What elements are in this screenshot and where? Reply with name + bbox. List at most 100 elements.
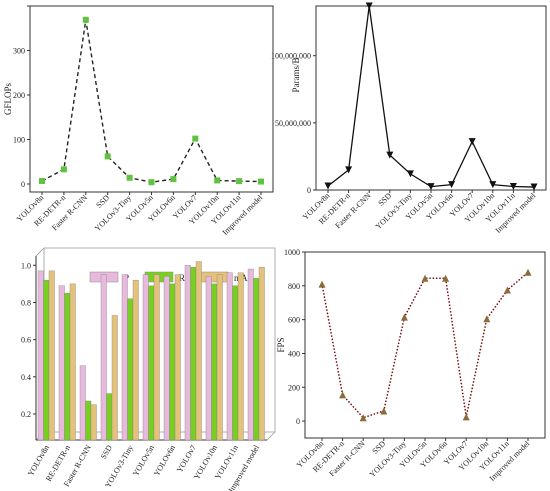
fps-point [359, 414, 367, 422]
fps-point [380, 407, 388, 415]
bars-xtick-label: SSD [99, 443, 114, 460]
params-point [406, 170, 414, 178]
gflops-plot-frame [29, 5, 274, 193]
bars-xtick-label: YOLOv6n [152, 444, 177, 478]
params-series-line [327, 5, 535, 188]
fps-ytick-label: 0 [296, 417, 300, 426]
bar-p [121, 274, 128, 441]
bar-r [127, 298, 134, 441]
bar-map [69, 283, 76, 441]
params-plot-frame [315, 5, 547, 191]
bar-r [43, 279, 50, 441]
bar-r [148, 285, 155, 441]
bar-map [195, 261, 202, 441]
gflops-ytick-label: 100 [13, 135, 25, 144]
gflops-point [236, 178, 243, 185]
bar-r [85, 400, 92, 441]
params-point [489, 181, 497, 189]
params-point [509, 183, 517, 191]
gflops-point [258, 178, 264, 185]
bar-r [64, 292, 71, 441]
params-point [448, 181, 456, 189]
bar-p [205, 276, 212, 441]
gflops-point [60, 166, 67, 173]
bars-ytick-label: 0.6 [21, 336, 31, 345]
fps-point [524, 268, 532, 276]
gflops-point [104, 153, 111, 160]
fps-ytick-label: 600 [288, 316, 300, 325]
params-point [345, 166, 353, 174]
bars-ytick-label: 0.8 [21, 298, 31, 307]
bars-ytick-label: 1.0 [21, 261, 31, 270]
bar-map [216, 274, 223, 441]
params-point [365, 2, 373, 10]
bar-map [48, 270, 55, 441]
bar-r [211, 283, 218, 441]
fps-ytick-label: 1000 [284, 248, 300, 257]
gflops-ytick-label: 0 [21, 180, 25, 189]
params-ytick-label: 0 [307, 186, 311, 195]
gflops-point [82, 16, 89, 23]
fps-point [400, 313, 408, 321]
bar-p [100, 274, 107, 441]
bar-map [237, 272, 244, 441]
bar-map [90, 404, 97, 441]
fps-series-line [321, 271, 529, 419]
gflops-point [148, 179, 155, 186]
params-point [530, 183, 538, 191]
bars-ytick-label: 0.4 [21, 373, 31, 382]
bar-map [153, 274, 160, 441]
gflops-point [170, 176, 177, 183]
bar-r [253, 278, 260, 441]
gflops-ytick-label: 300 [13, 46, 25, 55]
bar-r [169, 283, 176, 441]
bar-map [132, 279, 139, 441]
bar-p [184, 265, 191, 441]
gflops-point [126, 174, 133, 181]
fps-ylabel: FPS [276, 337, 286, 352]
fps-point [442, 274, 450, 282]
gflops-point [192, 135, 199, 142]
params-ytick-label: 100,000,000 [271, 52, 311, 61]
bar-map [258, 266, 265, 441]
bars-ytick-label: 0.2 [21, 410, 31, 419]
gflops-point [39, 177, 45, 184]
bars-xtick-label: YOLOv7 [175, 444, 198, 475]
fps-point [483, 315, 491, 323]
legend-swatch-map [199, 271, 229, 283]
fps-ytick-label: 200 [288, 383, 300, 392]
bar-p [142, 274, 149, 441]
legend-label-r: R [179, 273, 185, 283]
fps-point [318, 280, 326, 288]
bar-r [232, 285, 239, 441]
gflops-ytick-label: 200 [13, 91, 25, 100]
bar-p [58, 285, 65, 441]
params-point [468, 138, 476, 146]
gflops-series-line [41, 19, 262, 183]
params-point [324, 182, 332, 190]
fps-point [462, 413, 470, 421]
bar-p [226, 272, 233, 441]
bar-map [174, 274, 181, 441]
params-point [427, 183, 435, 191]
bar-r [190, 266, 197, 441]
gflops-point [214, 177, 221, 184]
params-ylabel: Params/B [291, 58, 301, 93]
fps-ytick-label: 400 [288, 349, 300, 358]
fps-xtick-label: SSD [370, 439, 387, 456]
fps-point [421, 274, 429, 282]
fps-point [503, 286, 511, 294]
params-ytick-label: 50,000,000 [275, 119, 311, 128]
fps-point [339, 391, 347, 399]
bar-map [111, 315, 118, 441]
bar-p [247, 268, 254, 441]
fps-ytick-label: 800 [288, 282, 300, 291]
bar-r [106, 393, 113, 441]
gflops-xtick-label: SSD [94, 193, 111, 210]
gflops-ylabel: GFLOPs [3, 83, 13, 116]
bar-p [37, 270, 44, 441]
bar-p [79, 365, 86, 441]
bar-p [163, 276, 170, 441]
